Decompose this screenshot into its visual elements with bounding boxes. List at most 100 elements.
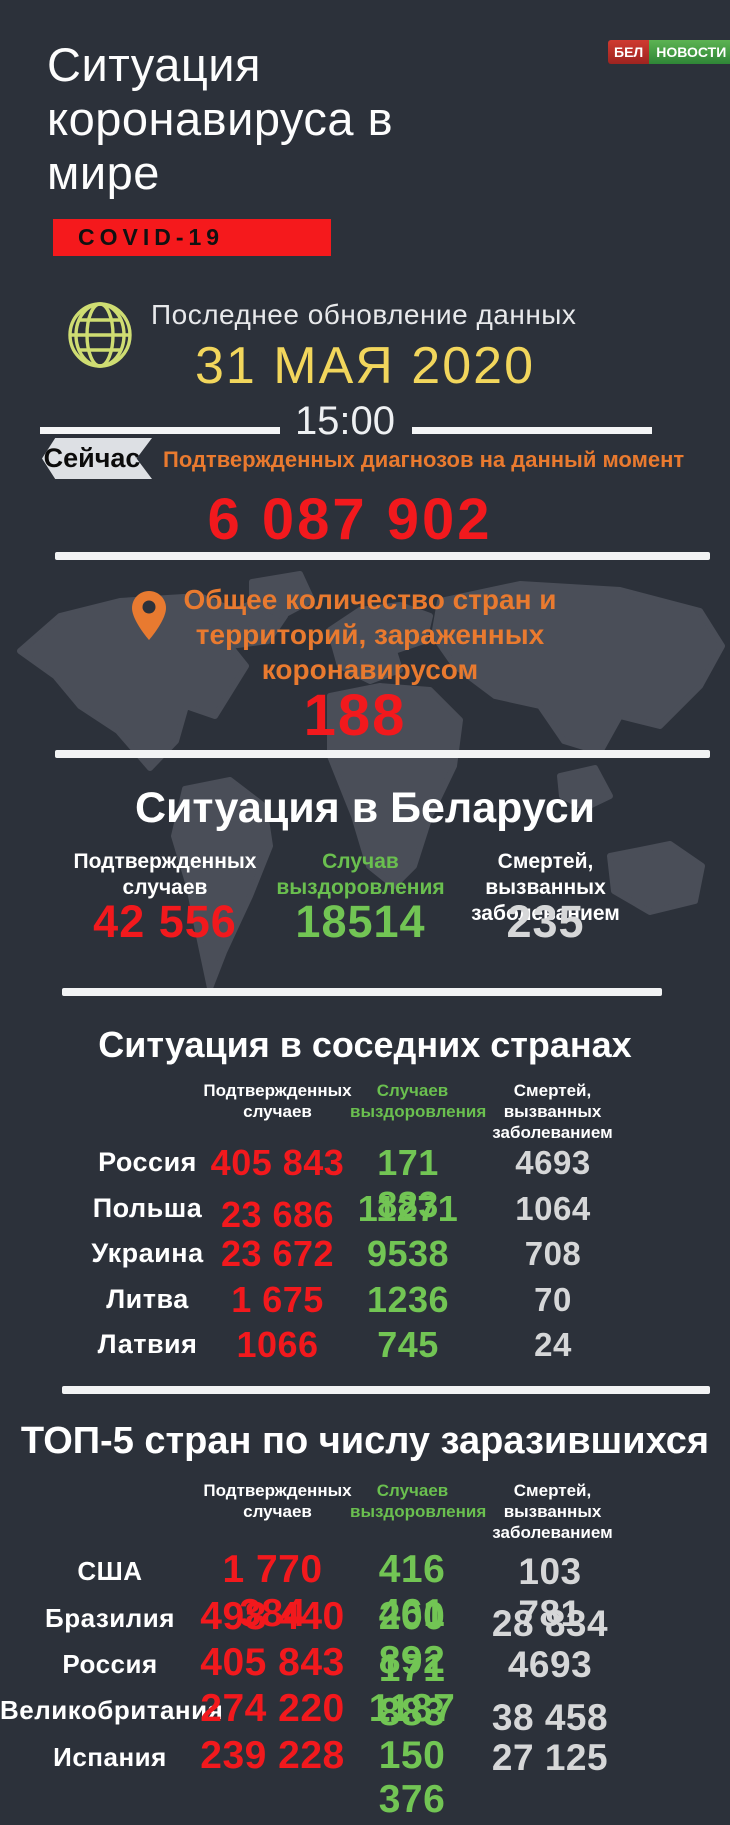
territories-label-line-1: Общее количество стран и [183, 584, 557, 615]
confirmed-cell: 23 686 [220, 1194, 335, 1235]
country-cell: Россия [98, 1147, 197, 1177]
table-row: Великобритания 274 220 1187 38 458 [0, 1687, 730, 1738]
country-cell: Великобритания [0, 1695, 224, 1725]
top5-recovered-header: Случаев выздоровления [350, 1480, 487, 1522]
recovered-cell: 11271 [357, 1188, 459, 1229]
header-line: выздоровления [276, 876, 445, 899]
neighbors-heading: Ситуация в соседних странах [98, 1024, 632, 1065]
deaths-cell: 38 458 [491, 1697, 609, 1738]
time-divider-right [412, 427, 652, 434]
deaths-cell: 1064 [515, 1190, 591, 1227]
header-line: заболеванием [492, 1523, 613, 1542]
recovered-cell: 745 [377, 1324, 439, 1365]
section-divider-2 [55, 750, 710, 758]
section-divider-4 [62, 1386, 710, 1394]
belarus-confirmed-header: Подтвержденных случаев [60, 849, 270, 901]
country-cell: Латвия [97, 1329, 198, 1359]
update-time: 15:00 [294, 399, 396, 443]
recovered-cell: 171 883 [377, 1142, 439, 1225]
confirmed-cell: 405 843 [200, 1641, 345, 1684]
top5-confirmed-header: Подтвержденных случаев [200, 1480, 355, 1522]
header-line: заболеванием [471, 902, 620, 925]
header-line: Подтвержденных [73, 850, 257, 873]
recovered-cell: 150 376 [378, 1734, 446, 1821]
map-pin-icon [132, 591, 166, 640]
header-line: Смертей, вызванных [485, 850, 606, 899]
header-line: Подтвержденных [203, 1081, 352, 1100]
page-title-line-3: мире [47, 146, 160, 199]
belarus-deaths-value: 235 [506, 896, 585, 947]
header-line: Случаев [376, 1481, 449, 1500]
belarus-recovered-value: 18514 [295, 896, 426, 947]
country-cell: Польша [92, 1193, 203, 1223]
header-line: Случав [322, 850, 399, 873]
recovered-cell: 416 461 [378, 1548, 446, 1635]
table-row: Россия 405 843 171 883 4693 [0, 1641, 730, 1734]
section-divider-1 [55, 552, 710, 560]
bel-novosti-logo: БЕЛ НОВОСТИ [608, 40, 730, 64]
neighbors-deaths-header: Смертей, вызванных заболеванием [475, 1080, 630, 1143]
top5-heading: ТОП-5 стран по числу заразившихся [20, 1420, 710, 1462]
confirmed-cell: 1 675 [231, 1279, 324, 1320]
table-row: Латвия 1066 745 24 [0, 1324, 730, 1366]
header-line: случаев [243, 1102, 312, 1121]
deaths-cell: 103 781 [518, 1551, 582, 1634]
deaths-cell: 70 [534, 1281, 572, 1318]
recovered-cell: 1187 [368, 1687, 456, 1730]
neighbors-recovered-header: Случаев выздоровления [350, 1080, 486, 1122]
deaths-cell: 4693 [507, 1644, 593, 1685]
neighbors-confirmed-header: Подтвержденных случаев [200, 1080, 355, 1122]
header-line: Случаев [376, 1081, 449, 1100]
confirmed-cell: 1 770 384 [222, 1548, 323, 1635]
current-confirmed-label: Подтвержденных диагнозов на данный момен… [163, 447, 685, 472]
confirmed-cell: 498 440 [200, 1595, 345, 1638]
deaths-cell: 708 [524, 1235, 582, 1272]
header-line: случаев [243, 1502, 312, 1521]
deaths-cell: 4693 [515, 1144, 591, 1181]
logo-novosti-segment: НОВОСТИ [649, 40, 730, 64]
recovered-cell: 9538 [366, 1233, 450, 1274]
table-row: Испания 239 228 150 376 27 125 [0, 1734, 730, 1821]
belarus-confirmed-value: 42 556 [93, 896, 237, 947]
top5-deaths-header: Смертей, вызванных заболеванием [475, 1480, 630, 1543]
confirmed-cell: 239 228 [200, 1734, 345, 1777]
table-row: США 1 770 384 416 461 103 781 [0, 1548, 730, 1635]
country-cell: Бразилия [45, 1603, 175, 1633]
recovered-cell: 200 892 [378, 1595, 446, 1682]
recovered-cell: 1236 [366, 1279, 450, 1320]
table-row: Бразилия 498 440 200 892 28 834 [0, 1595, 730, 1682]
section-divider-3 [62, 988, 662, 996]
header-line: Смертей, вызванных [503, 1481, 602, 1521]
belarus-deaths-header: Смертей, вызванных заболеванием [438, 849, 653, 927]
covid19-banner: COVID-19 [53, 219, 331, 256]
country-cell: Литва [106, 1284, 189, 1314]
country-cell: Россия [62, 1649, 158, 1679]
logo-bel-segment: БЕЛ [608, 40, 650, 64]
header-line: заболеванием [492, 1123, 613, 1142]
table-row: Россия 405 843 171 883 4693 [0, 1142, 730, 1225]
territories-label-line-3: коронавирусом [261, 654, 479, 685]
world-map-silhouette [17, 571, 725, 991]
header-line: Подтвержденных [203, 1481, 352, 1500]
time-divider-left [40, 427, 280, 434]
now-tag: Сейчас [42, 438, 152, 479]
country-cell: США [77, 1556, 143, 1586]
country-cell: Испания [53, 1742, 167, 1772]
territories-label-line-2: территорий, зараженных [195, 619, 545, 650]
confirmed-cell: 23 672 [220, 1233, 335, 1274]
confirmed-cell: 1066 [236, 1324, 319, 1365]
header-line: случаев [122, 876, 208, 899]
territories-value: 188 [303, 683, 407, 748]
header-line: Смертей, вызванных [503, 1081, 602, 1121]
table-row: Украина 23 672 9538 708 [0, 1233, 730, 1275]
belarus-heading: Ситуация в Беларуси [134, 784, 596, 832]
belarus-recovered-header: Случав выздоровления [258, 849, 463, 901]
globe-icon [68, 302, 132, 368]
territories-label: Общее количество стран и территорий, зар… [165, 582, 575, 687]
confirmed-cell: 274 220 [200, 1687, 345, 1730]
confirmed-cell: 405 843 [210, 1142, 345, 1183]
page-title-line-2: коронавируса в [47, 92, 394, 145]
country-cell: Украина [91, 1238, 204, 1268]
header-line: выздоровления [350, 1502, 487, 1521]
